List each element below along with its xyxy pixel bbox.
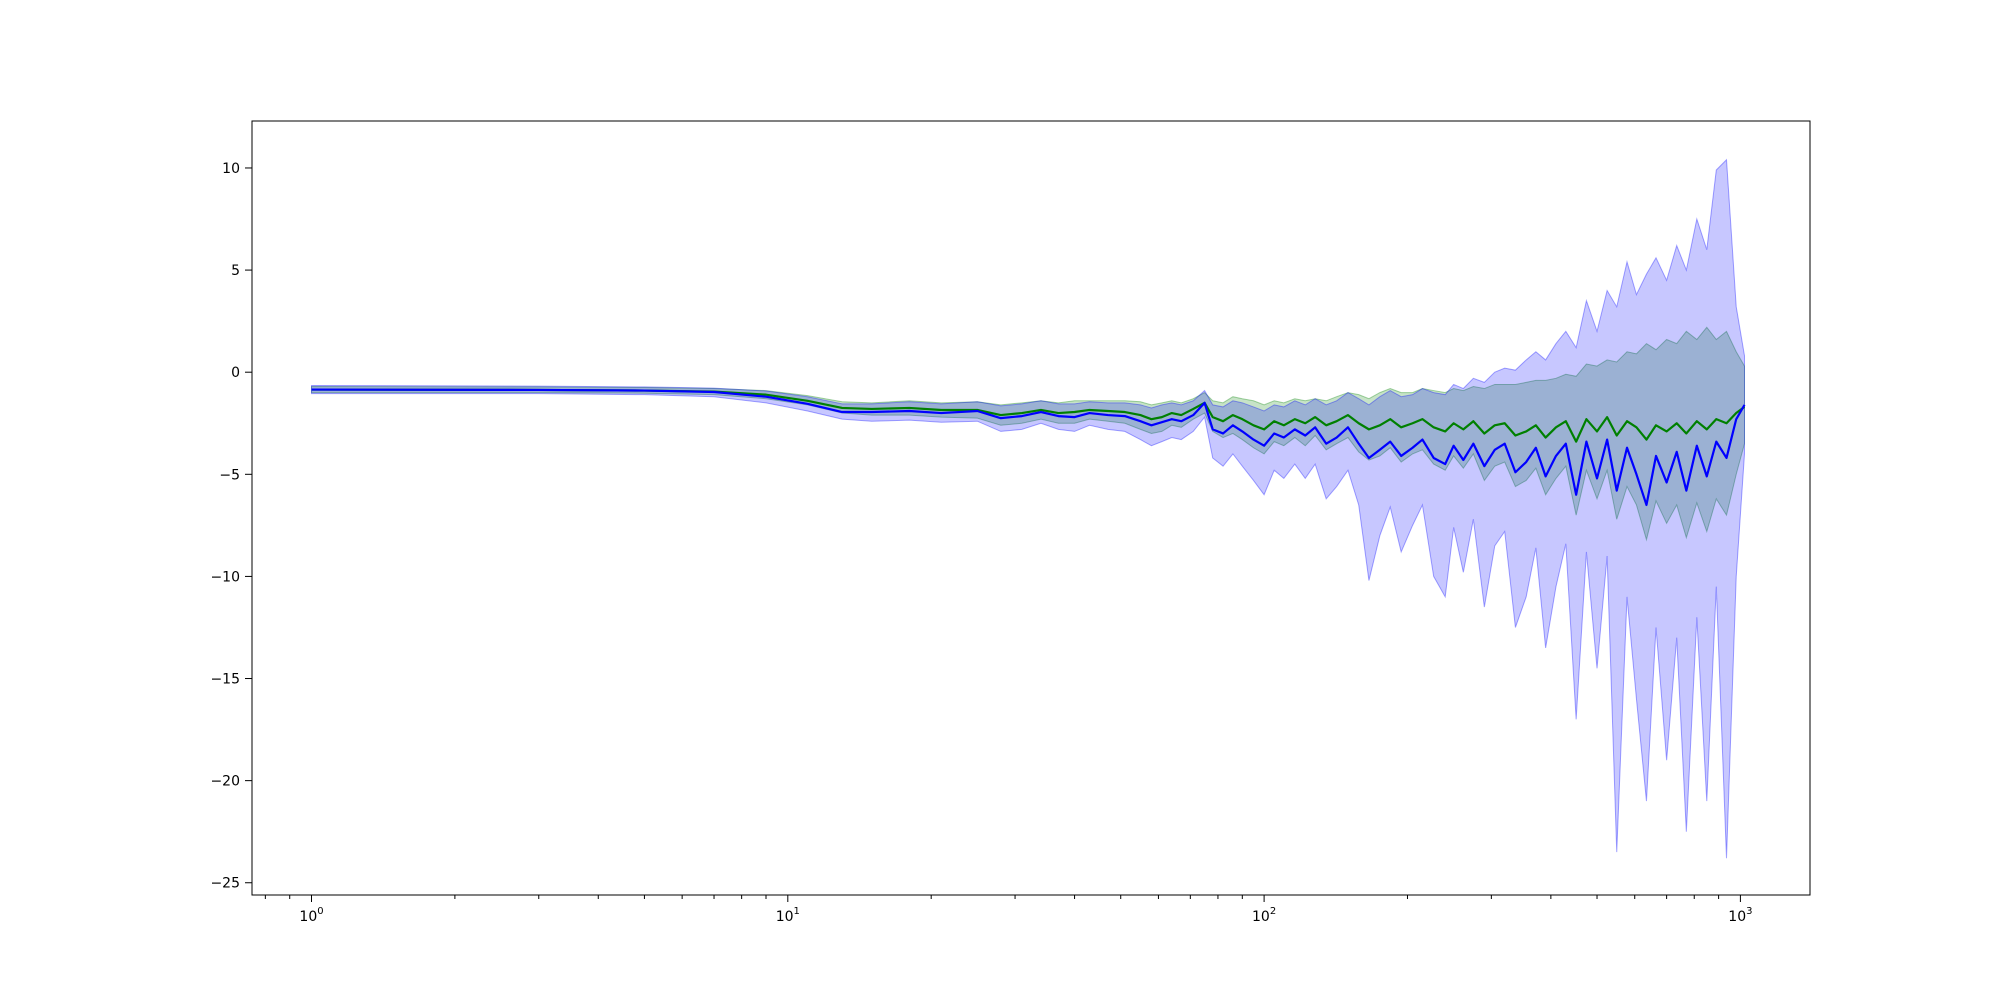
- y-tick-label: −5: [219, 467, 240, 483]
- x-tick-label: 101: [776, 906, 800, 925]
- confidence-band-2: [311, 158, 1745, 859]
- y-tick-label: 0: [231, 365, 240, 381]
- series-lines: [311, 388, 1746, 507]
- plot-area-frame: [251, 120, 1811, 896]
- y-tick-label: −10: [210, 569, 240, 585]
- series-line-1: [311, 388, 1746, 443]
- y-tick-label: −15: [210, 672, 240, 688]
- y-tick-label: −25: [210, 876, 240, 892]
- y-axis: 10 5 0 −5 −10 −15 −20 −25: [210, 161, 252, 892]
- confidence-bands: [311, 158, 1745, 859]
- x-tick-label: 102: [1252, 906, 1276, 925]
- confidence-band-1: [311, 326, 1745, 542]
- y-tick-label: 10: [222, 161, 240, 177]
- x-tick-label: 103: [1728, 906, 1752, 925]
- y-tick-label: −20: [210, 774, 240, 790]
- y-tick-label: 5: [231, 263, 240, 279]
- x-axis: 100 101 102 103: [264, 895, 1753, 925]
- series-line-2: [311, 388, 1746, 507]
- x-tick-label: 100: [299, 906, 323, 925]
